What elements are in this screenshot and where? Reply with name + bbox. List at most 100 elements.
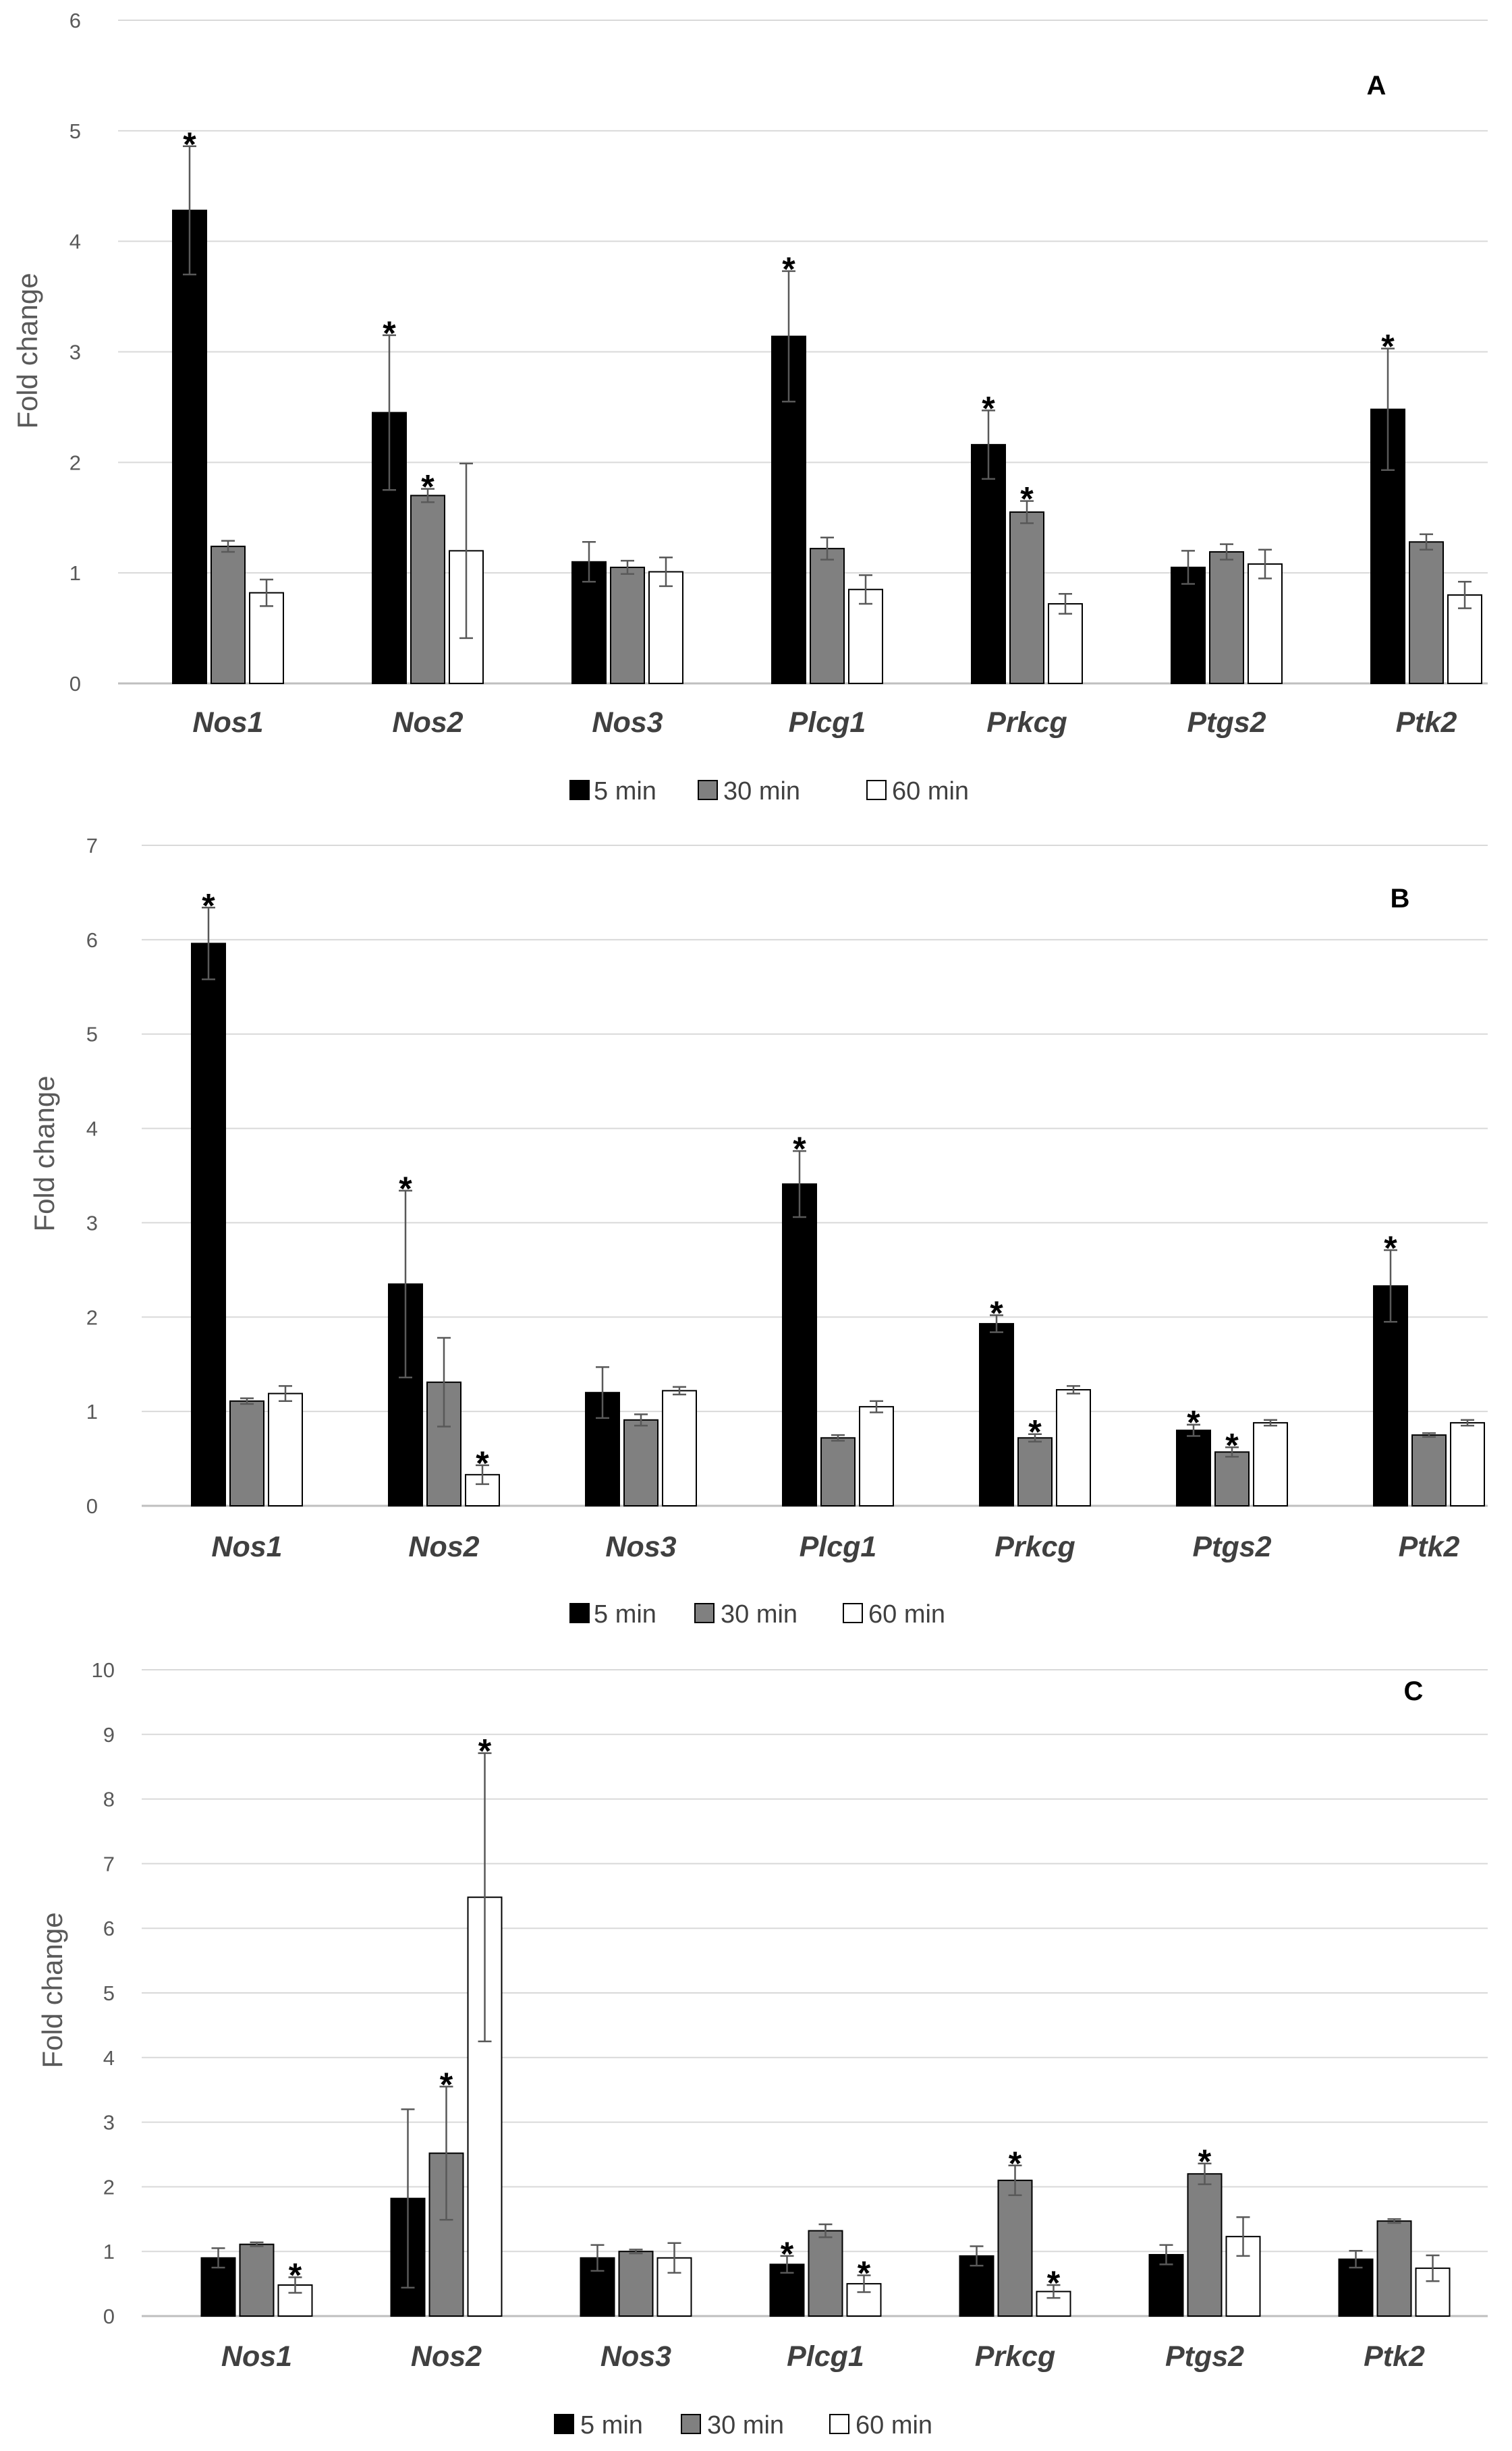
panel-b-legend-label: 60 min xyxy=(868,1600,945,1629)
panel-a-bar-prkcg-5-min xyxy=(971,444,1006,684)
panel-b-significance-star: * xyxy=(1187,1404,1200,1442)
panel-c-category-label: Ptgs2 xyxy=(1165,2340,1244,2373)
panel-a-bar-nos2-30-min xyxy=(410,495,445,684)
panel-c-y-tick-label: 5 xyxy=(103,1981,115,2005)
panel-b-significance-star: * xyxy=(1384,1229,1397,1267)
panel-a-y-tick-label: 6 xyxy=(69,9,81,32)
panel-b-bar-prkcg-5-min xyxy=(979,1323,1014,1506)
panel-a-legend-label: 60 min xyxy=(892,777,969,806)
panel-b-y-tick-label: 3 xyxy=(86,1211,98,1235)
panel-b-bar-nos1-5-min xyxy=(191,942,226,1506)
panel-a-bar-ptgs2-5-min xyxy=(1171,566,1206,684)
panel-a-category-label: Nos1 xyxy=(192,706,263,739)
panel-b-y-axis-label: Fold change xyxy=(28,1075,60,1231)
panel-a-significance-star: * xyxy=(782,250,795,288)
panel-b-bar-nos1-60-min xyxy=(268,1392,303,1507)
panel-a-bar-plcg1-30-min xyxy=(810,548,845,685)
panel-b-category-label: Prkcg xyxy=(995,1531,1075,1563)
panel-b-y-tick-label: 5 xyxy=(86,1023,98,1046)
panel-c-significance-star: * xyxy=(1198,2143,1212,2180)
panel-a-category-label: Ptk2 xyxy=(1396,706,1457,739)
panel-a-significance-star: * xyxy=(1381,328,1395,366)
panel-c-legend-label: 60 min xyxy=(856,2411,932,2440)
panel-c-y-tick-label: 2 xyxy=(103,2175,115,2199)
panel-b-bar-nos3-30-min xyxy=(623,1419,659,1506)
panel-a-significance-star: * xyxy=(383,314,396,352)
panel-c-y-tick-label: 8 xyxy=(103,1788,115,1811)
panel-a-y-tick-label: 1 xyxy=(69,561,81,585)
panel-b-category-label: Ptgs2 xyxy=(1192,1531,1271,1563)
panel-a-bar-nos1-5-min xyxy=(172,209,207,684)
panel-a-legend-swatch xyxy=(698,780,718,800)
panel-c-y-tick-label: 9 xyxy=(103,1723,115,1747)
panel-a-y-tick-label: 3 xyxy=(69,341,81,364)
panel-a-bar-nos1-60-min xyxy=(249,592,284,685)
panel-a-significance-star: * xyxy=(421,468,435,506)
panel-a-y-tick-label: 4 xyxy=(69,230,81,254)
panel-a-bar-prkcg-60-min xyxy=(1048,603,1083,684)
panel-c-significance-star: * xyxy=(478,1732,492,1770)
panel-b-legend-swatch xyxy=(843,1603,863,1623)
panel-a-category-label: Plcg1 xyxy=(789,706,866,739)
panel-a-significance-star: * xyxy=(1020,480,1034,518)
panel-c-category-label: Plcg1 xyxy=(787,2340,864,2373)
panel-a-category-label: Nos3 xyxy=(592,706,663,739)
panel-b-significance-star: * xyxy=(399,1170,412,1208)
panel-a-legend-label: 5 min xyxy=(594,777,656,806)
panel-c-legend-swatch xyxy=(829,2414,849,2434)
panel-c-legend-label: 30 min xyxy=(707,2411,784,2440)
panel-c-y-tick-label: 6 xyxy=(103,1917,115,1940)
panel-c-y-tick-label: 10 xyxy=(92,1658,115,1682)
panel-b-bar-plcg1-5-min xyxy=(782,1183,817,1507)
panel-c-significance-star: * xyxy=(440,2066,453,2104)
panel-b-bar-plcg1-60-min xyxy=(859,1406,894,1506)
panel-c-y-axis-label: Fold change xyxy=(36,1912,68,2068)
panel-b-significance-star: * xyxy=(793,1130,806,1168)
panel-c-significance-star: * xyxy=(1047,2264,1061,2302)
panel-a-legend-label: 30 min xyxy=(723,777,800,806)
panel-b-category-label: Ptk2 xyxy=(1399,1531,1460,1563)
panel-c-bar-nos2-30-min xyxy=(428,2152,464,2317)
panel-c-y-tick-label: 7 xyxy=(103,1852,115,1876)
panel-b-bar-nos1-30-min xyxy=(229,1400,264,1506)
panel-a-y-tick-label: 5 xyxy=(69,119,81,143)
panel-b-significance-star: * xyxy=(1225,1426,1239,1464)
panel-b-bar-nos3-60-min xyxy=(662,1390,697,1506)
panel-c-bar-plcg1-30-min xyxy=(808,2230,843,2317)
panel-b-legend-label: 30 min xyxy=(721,1600,797,1629)
panel-a-bar-nos1-30-min xyxy=(211,545,246,685)
panel-b-significance-star: * xyxy=(202,886,215,924)
panel-c-category-label: Nos3 xyxy=(600,2340,671,2373)
panel-a-legend-swatch xyxy=(569,780,590,800)
panel-c-bar-nos1-30-min xyxy=(239,2243,275,2317)
panel-b-significance-star: * xyxy=(1028,1413,1042,1451)
panel-c-y-tick-label: 1 xyxy=(103,2240,115,2263)
panel-a-bar-ptgs2-60-min xyxy=(1248,563,1283,684)
panel-a-category-label: Prkcg xyxy=(986,706,1067,739)
panel-b-legend-label: 5 min xyxy=(594,1600,656,1629)
panel-c-label: C xyxy=(1404,1677,1424,1706)
panel-b-bar-prkcg-30-min xyxy=(1017,1437,1053,1507)
panel-a-bar-nos3-60-min xyxy=(648,571,683,684)
panel-c-y-tick-label: 3 xyxy=(103,2111,115,2135)
panel-b-label: B xyxy=(1391,884,1410,913)
panel-c-legend-label: 5 min xyxy=(580,2411,643,2440)
panel-a-y-tick-label: 0 xyxy=(69,672,81,696)
panel-b-legend-swatch xyxy=(694,1603,715,1623)
panel-b-bar-plcg1-30-min xyxy=(820,1437,856,1507)
panel-b-bar-ptk2-30-min xyxy=(1411,1434,1447,1507)
panel-a-category-label: Ptgs2 xyxy=(1187,706,1266,739)
panel-c-significance-star: * xyxy=(1009,2145,1022,2182)
panel-a-y-tick-label: 2 xyxy=(69,451,81,474)
panel-a-label: A xyxy=(1367,71,1387,101)
panel-c-significance-star: * xyxy=(858,2255,871,2292)
panel-a-bar-ptk2-60-min xyxy=(1447,594,1482,685)
panel-b-significance-star: * xyxy=(476,1444,489,1482)
panel-c-category-label: Ptk2 xyxy=(1364,2340,1425,2373)
panel-b-y-tick-label: 7 xyxy=(86,834,98,857)
panel-b-bar-prkcg-60-min xyxy=(1056,1388,1091,1507)
panel-c-bar-ptk2-30-min xyxy=(1376,2220,1412,2317)
panel-c-bar-nos3-30-min xyxy=(618,2251,654,2317)
panel-b-y-tick-label: 4 xyxy=(86,1117,98,1141)
